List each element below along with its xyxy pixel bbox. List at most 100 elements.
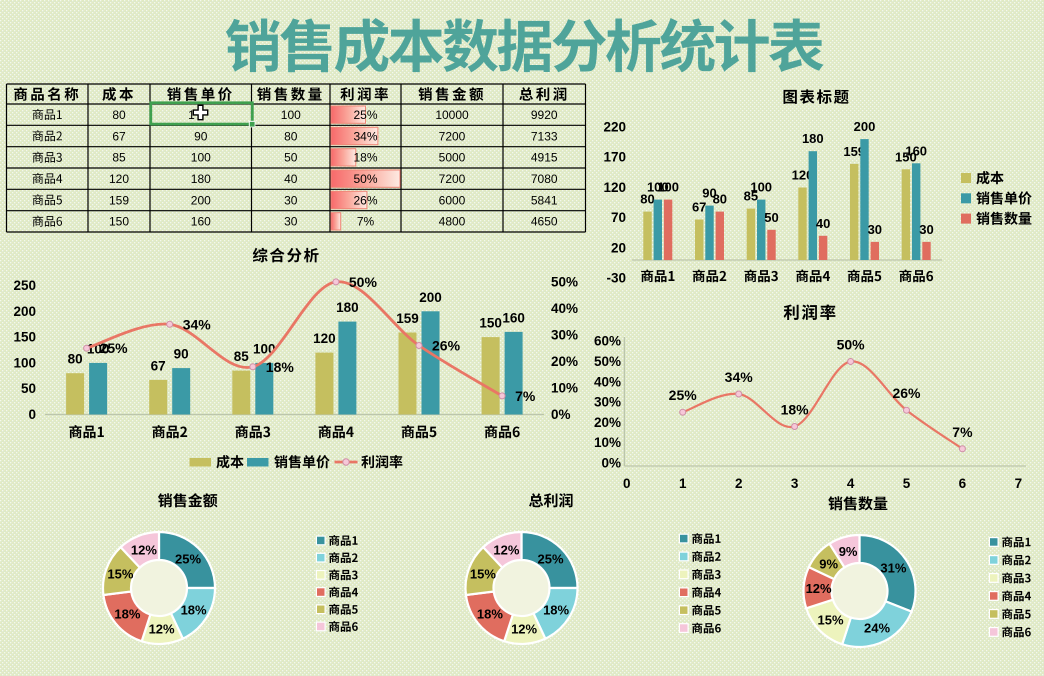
svg-text:50%: 50% <box>837 337 866 353</box>
svg-text:30%: 30% <box>551 327 578 342</box>
svg-text:4650: 4650 <box>531 215 558 229</box>
svg-text:0%: 0% <box>601 456 621 471</box>
svg-text:20%: 20% <box>551 354 578 369</box>
svg-text:220: 220 <box>603 120 626 135</box>
svg-text:26%: 26% <box>353 193 377 207</box>
svg-text:7133: 7133 <box>531 129 558 143</box>
svg-text:4: 4 <box>847 476 855 491</box>
svg-text:7080: 7080 <box>531 172 558 186</box>
svg-text:80: 80 <box>640 192 654 207</box>
svg-text:10000: 10000 <box>435 108 469 122</box>
svg-text:50: 50 <box>284 151 298 165</box>
svg-text:30: 30 <box>284 193 298 207</box>
svg-text:90: 90 <box>174 347 189 362</box>
svg-text:67: 67 <box>151 358 166 373</box>
svg-text:85: 85 <box>112 151 126 165</box>
svg-text:24%: 24% <box>864 621 890 636</box>
svg-text:85: 85 <box>234 349 250 364</box>
svg-text:150: 150 <box>13 330 36 345</box>
svg-text:50: 50 <box>21 381 36 396</box>
svg-text:7: 7 <box>1015 476 1023 491</box>
svg-text:18%: 18% <box>181 603 207 618</box>
svg-text:180: 180 <box>802 131 824 146</box>
svg-text:100: 100 <box>647 180 669 195</box>
svg-text:18%: 18% <box>543 603 569 618</box>
svg-text:180: 180 <box>336 300 359 315</box>
svg-text:25%: 25% <box>537 552 563 567</box>
svg-text:25%: 25% <box>353 108 377 122</box>
svg-text:10%: 10% <box>551 381 578 396</box>
svg-text:100: 100 <box>657 180 679 195</box>
svg-text:100: 100 <box>253 341 276 356</box>
svg-text:7200: 7200 <box>439 172 466 186</box>
svg-text:30: 30 <box>919 222 933 237</box>
svg-text:34%: 34% <box>353 129 377 143</box>
svg-text:80: 80 <box>713 192 727 207</box>
svg-text:6000: 6000 <box>439 193 466 207</box>
svg-text:80: 80 <box>68 352 83 367</box>
svg-text:50%: 50% <box>551 274 578 289</box>
svg-text:6: 6 <box>959 476 967 491</box>
svg-text:120: 120 <box>109 172 129 186</box>
svg-text:4800: 4800 <box>439 215 466 229</box>
svg-text:50%: 50% <box>594 354 621 369</box>
svg-text:120: 120 <box>603 180 626 195</box>
svg-text:170: 170 <box>603 150 626 165</box>
svg-text:26%: 26% <box>432 338 461 354</box>
svg-text:5000: 5000 <box>439 151 466 165</box>
svg-text:100: 100 <box>191 151 211 165</box>
svg-text:20%: 20% <box>594 415 621 430</box>
svg-text:250: 250 <box>13 278 36 293</box>
svg-text:80: 80 <box>112 108 126 122</box>
svg-text:7%: 7% <box>515 388 536 404</box>
svg-text:50: 50 <box>764 210 778 225</box>
svg-text:40%: 40% <box>551 301 578 316</box>
svg-text:50%: 50% <box>353 172 377 186</box>
svg-text:30: 30 <box>868 222 882 237</box>
svg-text:4915: 4915 <box>531 151 558 165</box>
svg-text:40: 40 <box>816 216 830 231</box>
svg-text:50%: 50% <box>349 274 378 290</box>
svg-text:12%: 12% <box>149 621 175 636</box>
svg-text:25%: 25% <box>669 387 698 403</box>
svg-text:18%: 18% <box>114 607 140 622</box>
svg-text:18%: 18% <box>781 402 810 418</box>
svg-text:160: 160 <box>191 215 211 229</box>
svg-text:7%: 7% <box>357 215 375 229</box>
svg-text:0: 0 <box>623 476 631 491</box>
svg-text:-30: -30 <box>606 271 626 286</box>
svg-text:20: 20 <box>611 240 626 255</box>
svg-text:25%: 25% <box>100 340 129 356</box>
svg-text:85: 85 <box>744 189 758 204</box>
svg-text:90: 90 <box>194 129 208 143</box>
svg-text:70: 70 <box>611 210 626 225</box>
svg-text:100: 100 <box>13 355 36 370</box>
svg-text:159: 159 <box>396 311 419 326</box>
svg-text:40%: 40% <box>594 374 621 389</box>
svg-text:100: 100 <box>750 180 772 195</box>
svg-text:25%: 25% <box>175 552 201 567</box>
svg-text:10%: 10% <box>594 435 621 450</box>
svg-text:0%: 0% <box>551 407 571 422</box>
svg-text:80: 80 <box>284 129 298 143</box>
svg-text:12%: 12% <box>493 542 519 557</box>
svg-text:180: 180 <box>191 172 211 186</box>
svg-text:34%: 34% <box>183 316 212 332</box>
svg-text:9%: 9% <box>839 544 858 559</box>
svg-text:60%: 60% <box>594 334 621 349</box>
svg-text:5841: 5841 <box>531 193 558 207</box>
svg-text:7%: 7% <box>952 424 973 440</box>
svg-text:2: 2 <box>735 476 743 491</box>
svg-text:200: 200 <box>854 119 876 134</box>
svg-text:67: 67 <box>692 200 706 215</box>
svg-text:67: 67 <box>112 129 126 143</box>
svg-text:1: 1 <box>188 108 195 122</box>
svg-text:1: 1 <box>679 476 687 491</box>
svg-text:150: 150 <box>109 215 129 229</box>
svg-text:200: 200 <box>419 290 442 305</box>
svg-text:200: 200 <box>191 193 211 207</box>
svg-text:160: 160 <box>502 310 525 325</box>
svg-text:0: 0 <box>28 407 36 422</box>
svg-text:9%: 9% <box>819 556 838 571</box>
svg-text:31%: 31% <box>880 561 906 576</box>
